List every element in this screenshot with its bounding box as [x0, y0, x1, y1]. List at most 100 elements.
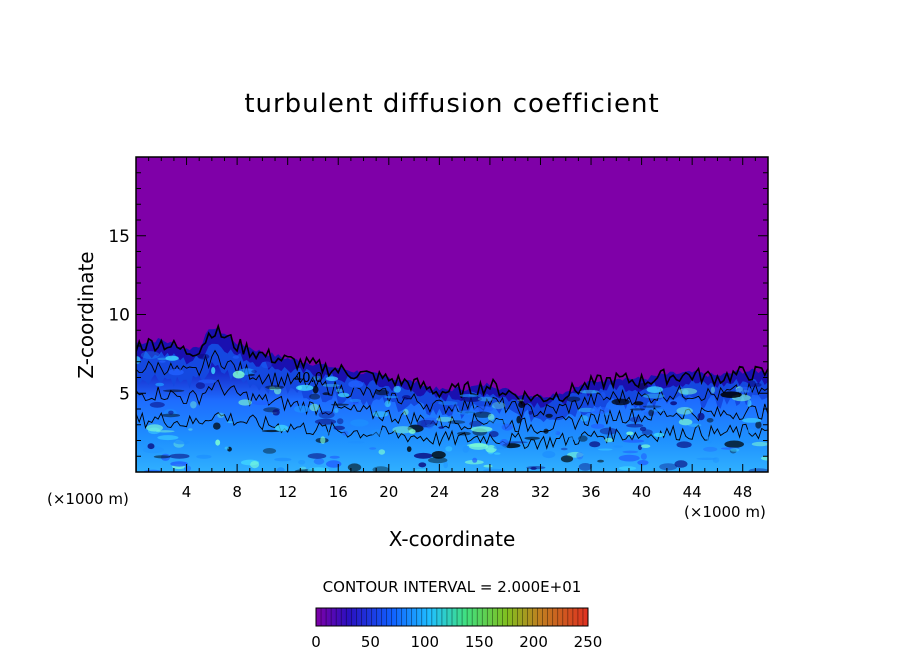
turbulence-patch: [157, 435, 179, 441]
turbulence-patch: [155, 382, 165, 387]
turbulence-patch: [403, 408, 409, 416]
turbulence-patch: [314, 431, 333, 435]
turbulence-patch: [322, 392, 331, 396]
turbulence-patch: [232, 370, 245, 379]
turbulence-patch: [160, 453, 171, 461]
x-tick-label: 32: [531, 483, 550, 501]
turbulence-patch: [184, 465, 191, 472]
turbulence-patch: [580, 415, 589, 422]
turbulence-patch: [707, 436, 713, 444]
x-tick-label: 44: [683, 483, 702, 501]
turbulence-patch: [325, 376, 339, 382]
turbulence-patch: [542, 450, 556, 459]
plot-area: [135, 156, 769, 473]
turbulence-patch: [641, 429, 653, 436]
turbulence-patch: [470, 426, 493, 433]
x-tick-label: 4: [182, 483, 192, 501]
turbulence-patch: [651, 409, 665, 412]
turbulence-patch: [250, 461, 260, 469]
turbulence-patch: [307, 453, 327, 459]
turbulence-patch: [469, 420, 483, 427]
y-axis: 5 10 15: [108, 172, 768, 457]
colorbar-tick-label: 50: [361, 633, 380, 651]
colorbar-tick-label: 150: [465, 633, 494, 651]
turbulence-patch: [226, 421, 234, 424]
turbulence-patch: [611, 398, 630, 406]
turbulence-patch: [637, 383, 648, 390]
turbulence-patch: [555, 431, 561, 435]
turbulence-patch: [262, 448, 277, 454]
turbulence-patch: [195, 382, 205, 389]
turbulence-patch: [314, 418, 337, 425]
turbulence-patch: [485, 419, 507, 424]
turbulence-patch: [678, 388, 698, 395]
turbulence-patch: [474, 411, 492, 418]
turbulence-patch: [459, 394, 479, 398]
turbulence-patch: [545, 413, 553, 418]
turbulence-patch: [590, 423, 605, 429]
turbulence-patch: [335, 388, 343, 393]
turbulence-patch: [613, 445, 623, 448]
contour-line: [136, 379, 768, 472]
turbulence-patch: [746, 428, 755, 434]
turbulence-patch: [273, 387, 282, 395]
x-tick-label: 16: [329, 483, 348, 501]
turbulence-patch: [276, 467, 285, 472]
turbulence-patch: [473, 406, 493, 413]
turbulence-patch: [296, 384, 314, 391]
turbulence-patch: [168, 368, 184, 376]
turbulence-patch: [309, 403, 320, 412]
turbulence-patch: [506, 441, 528, 444]
turbulence-patch: [461, 396, 482, 402]
turbulence-patch: [159, 360, 166, 363]
turbulence-patch: [232, 355, 240, 359]
turbulence-patch: [443, 461, 449, 469]
turbulence-patch: [165, 355, 179, 361]
turbulence-patch: [350, 419, 369, 427]
turbulence-patch: [472, 457, 478, 463]
turbulence-patch: [174, 440, 190, 445]
colorbar: 0 50 100 150 200 250: [311, 607, 603, 651]
turbulence-patch: [646, 386, 663, 393]
turbulence-patch: [457, 431, 471, 436]
turbulence-patch: [348, 380, 364, 389]
turbulence-patch: [261, 361, 272, 369]
turbulence-patch: [560, 447, 568, 451]
turbulence-patch: [633, 401, 644, 406]
turbulence-patch: [622, 439, 645, 443]
turbulence-patch: [674, 460, 688, 468]
turbulence-patch: [457, 410, 474, 415]
turbulence-patch: [703, 446, 718, 452]
y-tick-label: 10: [108, 306, 130, 326]
turbulence-patch: [312, 385, 319, 394]
turbulence-patch: [170, 461, 188, 467]
x-tick-label: 20: [379, 483, 398, 501]
turbulence-patch: [417, 419, 436, 428]
x-tick-label: 40: [632, 483, 651, 501]
colorbar-tick-label: 250: [574, 633, 603, 651]
turbulence-patch: [567, 451, 584, 458]
turbulence-patch: [643, 393, 665, 399]
turbulence-patch: [333, 425, 346, 431]
turbulence-patch: [487, 413, 495, 421]
turbulence-patch: [518, 401, 526, 409]
turbulence-patch: [604, 437, 614, 443]
turbulence-patch: [528, 410, 533, 415]
x-axis: 4 8 12 16 20 24 28 32 36 40 44 48: [148, 157, 756, 501]
turbulence-patch: [468, 442, 489, 450]
turbulence-patch: [730, 448, 740, 452]
chart-title: turbulent diffusion coefficient: [244, 89, 659, 119]
turbulence-patch: [149, 401, 165, 408]
colorbar-frame: [315, 607, 589, 627]
turbulence-patch: [653, 432, 665, 437]
turbulence-patch: [299, 466, 307, 470]
turbulence-patch: [337, 392, 350, 398]
turbulence-patch: [238, 399, 252, 406]
turbulence-patch: [331, 403, 349, 406]
turbulence-patch: [265, 385, 285, 390]
turbulence-patch: [676, 407, 693, 415]
turbulence-patch: [272, 409, 280, 416]
turbulence-patch: [147, 443, 155, 450]
turbulence-patch: [748, 468, 768, 472]
turbulence-patch: [334, 408, 339, 413]
